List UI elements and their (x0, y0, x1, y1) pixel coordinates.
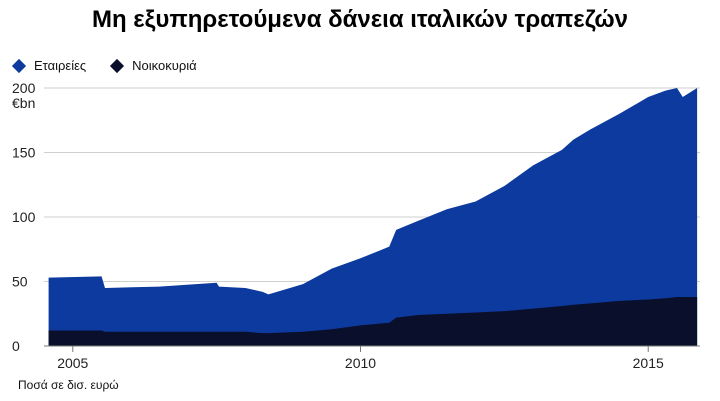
y-tick-label-200: 200 (12, 80, 36, 96)
area-series-0 (48, 88, 698, 346)
legend: Εταιρείες Νοικοκυριά (11, 58, 197, 73)
legend-item-households: Νοικοκυριά (110, 58, 197, 73)
x-tick-label-2015: 2015 (633, 355, 664, 371)
legend-label-households: Νοικοκυριά (132, 58, 197, 73)
y-tick-label-150: 150 (12, 145, 36, 161)
legend-item-corporates: Εταιρείες (11, 58, 87, 73)
x-axis: 2005 2010 2015 (44, 345, 700, 371)
y-axis: 0 50 100 150 200€bn (12, 80, 36, 354)
y-tick-label-100: 100 (12, 209, 36, 225)
chart-title: Μη εξυπηρετούμενα δάνεια ιταλικών τραπεζ… (91, 6, 629, 33)
chart-areas (48, 88, 698, 346)
area-series-1 (48, 296, 698, 346)
legend-label-corporates: Εταιρείες (34, 58, 87, 73)
x-tick-label-2010: 2010 (345, 355, 376, 371)
x-tick-label-2005: 2005 (57, 355, 88, 371)
y-tick-label-0: 0 (12, 338, 20, 354)
footnote: Ποσά σε δισ. ευρώ (18, 378, 119, 392)
y-unit-label: €bn (12, 95, 35, 111)
y-tick-label-50: 50 (12, 274, 28, 290)
